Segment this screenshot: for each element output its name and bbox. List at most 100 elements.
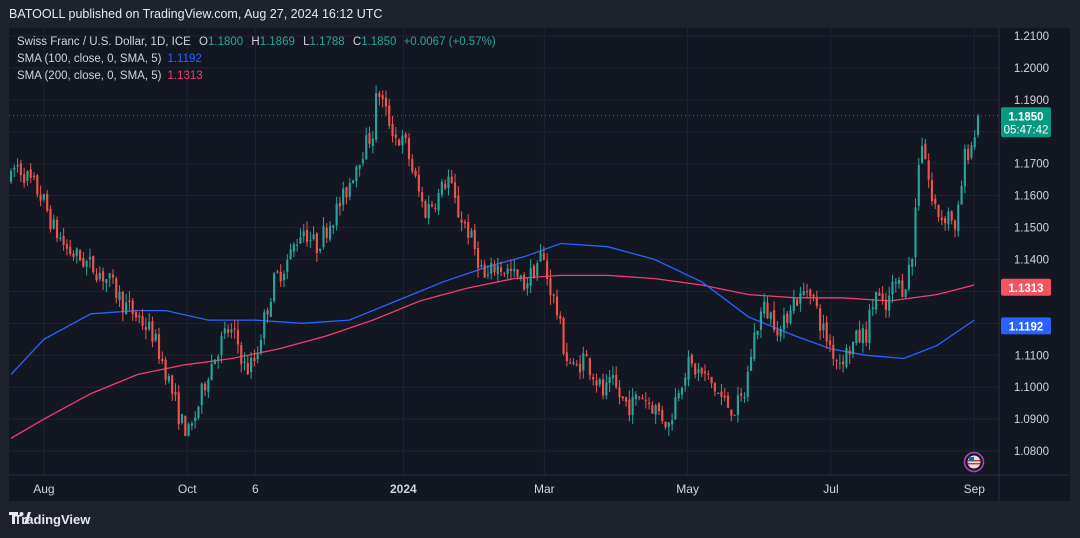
candle-down bbox=[930, 180, 934, 201]
candle-down bbox=[726, 395, 730, 408]
price-axis[interactable]: 1.21001.20001.19001.18001.17001.16001.15… bbox=[1014, 31, 1049, 458]
candle-down bbox=[690, 354, 693, 364]
candle-down bbox=[953, 220, 957, 230]
candle-up bbox=[894, 282, 897, 284]
sma200-row[interactable]: SMA (200, close, 0, SMA, 5) 1.1313 bbox=[17, 68, 496, 85]
candle-up bbox=[194, 417, 197, 422]
time-axis[interactable]: Aug Oct 6 2024 Mar May Jul Sep bbox=[33, 482, 985, 496]
candle-up bbox=[348, 183, 351, 197]
candle-down bbox=[661, 410, 664, 422]
sma100-row[interactable]: SMA (100, close, 0, SMA, 5) 1.1192 bbox=[17, 51, 496, 68]
candle-down bbox=[776, 329, 779, 336]
tradingview-footer[interactable]: TradingView bbox=[9, 512, 90, 527]
candle-up bbox=[904, 289, 907, 298]
candle-down bbox=[819, 308, 822, 331]
candle-down bbox=[901, 280, 904, 297]
candle-up bbox=[851, 341, 855, 355]
candle-down bbox=[832, 344, 835, 359]
candle-down bbox=[858, 329, 861, 342]
candle-down bbox=[733, 414, 736, 416]
candle-up bbox=[322, 226, 325, 247]
candle-down bbox=[546, 260, 549, 280]
candle-down bbox=[23, 174, 26, 184]
candle-down bbox=[713, 383, 716, 392]
sma200-value: 1.1313 bbox=[167, 70, 203, 82]
candle-down bbox=[338, 202, 341, 207]
candle-up bbox=[822, 323, 825, 330]
candle-down bbox=[62, 236, 65, 245]
candle-down bbox=[523, 274, 526, 290]
chart-area[interactable]: 1.2100 1.2000 1.1900 1.1800 1.1700 1.1600 1.15… bbox=[9, 28, 1070, 501]
candle-down bbox=[404, 134, 407, 139]
candle-down bbox=[848, 350, 851, 355]
candle-up bbox=[180, 414, 184, 424]
candle-up bbox=[845, 348, 848, 368]
candle-up bbox=[973, 137, 976, 148]
candle-down bbox=[424, 201, 427, 218]
candle-down bbox=[467, 222, 470, 238]
price-tick-label: 1.2100 bbox=[1014, 31, 1049, 43]
candle-up bbox=[763, 301, 766, 314]
candle-up bbox=[976, 115, 980, 135]
candle-down bbox=[552, 294, 555, 296]
candle-down bbox=[740, 393, 743, 396]
candle-down bbox=[562, 318, 565, 354]
candle-down bbox=[720, 391, 723, 397]
candle-down bbox=[707, 373, 710, 375]
candle-down bbox=[950, 211, 953, 221]
candle-up bbox=[874, 292, 878, 310]
candle-down bbox=[615, 374, 618, 388]
price-tick-label: 1.1400 bbox=[1014, 254, 1049, 266]
candle-up bbox=[371, 138, 374, 147]
candle-down bbox=[157, 334, 161, 360]
low-label: L bbox=[303, 36, 310, 48]
gridlines bbox=[9, 28, 1070, 501]
candle-up bbox=[200, 383, 203, 406]
candle-up bbox=[437, 192, 440, 211]
candle-up bbox=[319, 249, 322, 251]
candle-down bbox=[128, 300, 131, 302]
price-chart[interactable]: 1.2100 1.2000 1.1900 1.1800 1.1700 1.1600 1.15… bbox=[9, 28, 1070, 501]
price-tick-label: 1.2000 bbox=[1014, 63, 1049, 75]
candle-down bbox=[621, 396, 624, 399]
candle-up bbox=[273, 273, 276, 301]
candle-down bbox=[549, 278, 552, 296]
change-value: +0.0067 (+0.57%) bbox=[403, 36, 496, 48]
candle-up bbox=[769, 312, 772, 320]
candle-up bbox=[891, 281, 894, 295]
candle-up bbox=[263, 312, 266, 339]
candle-up bbox=[358, 164, 361, 169]
candle-down bbox=[809, 289, 812, 297]
candle-down bbox=[865, 329, 868, 343]
time-tick-label: Sep bbox=[964, 482, 986, 496]
candle-up bbox=[759, 311, 762, 331]
candle-up bbox=[513, 269, 516, 272]
candle-up bbox=[519, 275, 522, 279]
candle-up bbox=[539, 251, 542, 262]
candle-up bbox=[217, 356, 220, 360]
current-price-badge-bg bbox=[1001, 107, 1051, 138]
candle-down bbox=[812, 294, 815, 297]
candle-up bbox=[154, 333, 157, 341]
price-tick-label: 1.1600 bbox=[1014, 191, 1049, 203]
candle-down bbox=[384, 97, 388, 107]
symbol-name[interactable]: Swiss Franc / U.S. Dollar, 1D, ICE bbox=[17, 36, 191, 48]
candle-up bbox=[13, 167, 16, 170]
current-price-badge-label: 1.1850 bbox=[1008, 111, 1043, 123]
candle-down bbox=[483, 264, 486, 278]
candle-up bbox=[746, 371, 749, 397]
candle-down bbox=[453, 182, 457, 198]
candle-up bbox=[789, 310, 792, 323]
candle-down bbox=[276, 271, 279, 273]
candle-down bbox=[102, 271, 105, 282]
candle-up bbox=[299, 237, 302, 244]
candle-down bbox=[131, 300, 134, 314]
sma100-line bbox=[10, 242, 975, 375]
candle-down bbox=[460, 219, 463, 223]
candle-up bbox=[167, 376, 170, 382]
candle-up bbox=[680, 387, 684, 395]
flag-icon[interactable] bbox=[963, 451, 985, 473]
candle-up bbox=[861, 328, 864, 344]
candle-down bbox=[177, 392, 180, 425]
candle-up bbox=[312, 234, 315, 239]
